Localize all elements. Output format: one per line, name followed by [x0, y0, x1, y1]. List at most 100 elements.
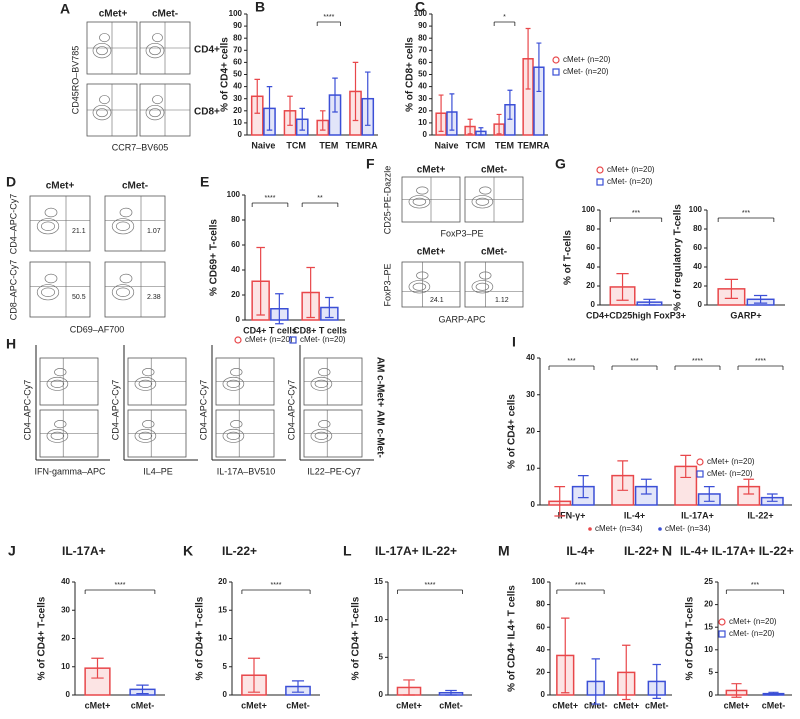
error-bar: [703, 486, 715, 502]
contour: [99, 33, 110, 43]
y-tick-label: 30: [61, 605, 70, 614]
error-bar: [306, 266, 315, 319]
axis-label: IFN-gamma–APC: [34, 466, 106, 476]
row-label: AM c-Met+: [374, 357, 385, 407]
error-bar: [136, 684, 149, 695]
y-tick-label: 0: [423, 130, 428, 139]
legend-marker: [718, 618, 726, 626]
x-tick-label: cMet+: [724, 700, 750, 710]
x-tick-label: IL-17A+: [681, 510, 714, 520]
y-tick-label: 60: [536, 622, 545, 631]
error-bar: [91, 657, 104, 679]
x-tick-label: TEM: [319, 140, 338, 150]
error-bar: [680, 454, 692, 479]
contour: [54, 367, 67, 377]
error-bar: [731, 683, 742, 698]
error-bar: [287, 95, 293, 126]
y-tick-label: 90: [418, 21, 427, 30]
y-tick-label: 40: [418, 82, 427, 91]
error-bar: [617, 460, 629, 491]
y-tick-label: 90: [233, 21, 242, 30]
significance-label: *: [503, 14, 506, 21]
y-tick-label: 10: [233, 118, 242, 127]
column-label: cMet-: [481, 165, 507, 176]
y-tick-label: 60: [418, 58, 427, 67]
error-bar: [266, 86, 273, 131]
significance-label: ****: [425, 582, 436, 589]
axis-label: CCR7–BV605: [112, 142, 169, 152]
flow-plot: [29, 195, 91, 252]
legend-marker: [234, 336, 242, 344]
legend-label: cMet+ (n=20): [607, 165, 655, 174]
contour: [152, 33, 163, 43]
chart-title: IL-22+: [222, 544, 257, 558]
contour: [46, 428, 69, 443]
significance-label: ***: [751, 582, 759, 589]
axis-label: CD25-PE-Dazzle: [382, 166, 392, 235]
x-tick-label: TCM: [466, 140, 486, 150]
y-tick-label: 100: [414, 9, 428, 18]
y-tick-label: 70: [418, 45, 427, 54]
legend-label: cMet+ (n=20): [707, 457, 755, 466]
group-label: IL-22+: [624, 544, 659, 558]
x-tick-label: Naive: [251, 140, 275, 150]
contour: [116, 221, 130, 232]
contour: [50, 431, 65, 440]
x-tick-label: cMet-: [439, 700, 463, 710]
y-tick-label: 30: [418, 94, 427, 103]
error-bar: [561, 617, 570, 694]
error-bar: [438, 94, 444, 132]
flow-plot: [464, 261, 524, 308]
y-tick-label: 20: [418, 106, 427, 115]
contour: [50, 379, 65, 388]
y-axis-label: % of regulatory T-cells: [673, 204, 684, 311]
y-tick-label: 50: [233, 70, 242, 79]
contour: [310, 428, 333, 443]
y-tick-label: 50: [418, 70, 427, 79]
gate-value: 1.07: [147, 228, 161, 235]
legend-marker: [552, 68, 560, 76]
error-bar: [291, 680, 305, 693]
y-tick-label: 60: [231, 240, 240, 249]
y-axis-label: % of CD4+ T-cells: [195, 596, 206, 680]
x-tick-label: TCM: [286, 140, 306, 150]
contour: [142, 367, 155, 377]
contour: [36, 218, 60, 235]
x-tick-label: cMet-: [286, 700, 310, 710]
y-tick-label: 5: [379, 652, 384, 661]
error-bar: [643, 298, 656, 306]
gate-value: 24.1: [430, 297, 444, 304]
contour: [230, 419, 243, 429]
x-tick-label: TEMRA: [346, 140, 378, 150]
contour: [475, 282, 490, 291]
error-bar: [753, 294, 768, 304]
error-bar: [254, 78, 261, 114]
panel-letter: L: [343, 543, 352, 559]
legend-label: cMet+ (n=20): [729, 617, 777, 626]
legend-marker: [658, 527, 662, 531]
y-tick-label: 0: [531, 500, 536, 509]
legend-label: cMet- (n=20): [729, 629, 775, 638]
legend-marker: [696, 458, 704, 466]
error-bar: [577, 475, 589, 499]
panel-letter: I: [512, 334, 516, 350]
contour: [142, 419, 155, 429]
x-tick-label: cMet+: [396, 700, 422, 710]
error-bar: [640, 478, 652, 495]
error-bar: [616, 273, 629, 301]
y-tick-label: 80: [231, 215, 240, 224]
contour: [111, 284, 135, 301]
y-tick-label: 10: [704, 645, 713, 654]
contour: [145, 104, 165, 121]
y-tick-label: 15: [374, 577, 383, 586]
error-bar: [319, 110, 326, 131]
y-axis-label: % of CD4+ IL4+ T cells: [507, 585, 518, 692]
contour: [92, 42, 112, 59]
legend-label: cMet- (n=34): [665, 524, 711, 533]
legend-label: cMet- (n=20): [607, 177, 653, 186]
contour: [92, 104, 112, 121]
y-tick-label: 0: [709, 690, 714, 699]
contour: [138, 379, 153, 388]
error-bar: [445, 689, 457, 696]
y-axis-label: % of CD4+ T-cells: [37, 596, 48, 680]
